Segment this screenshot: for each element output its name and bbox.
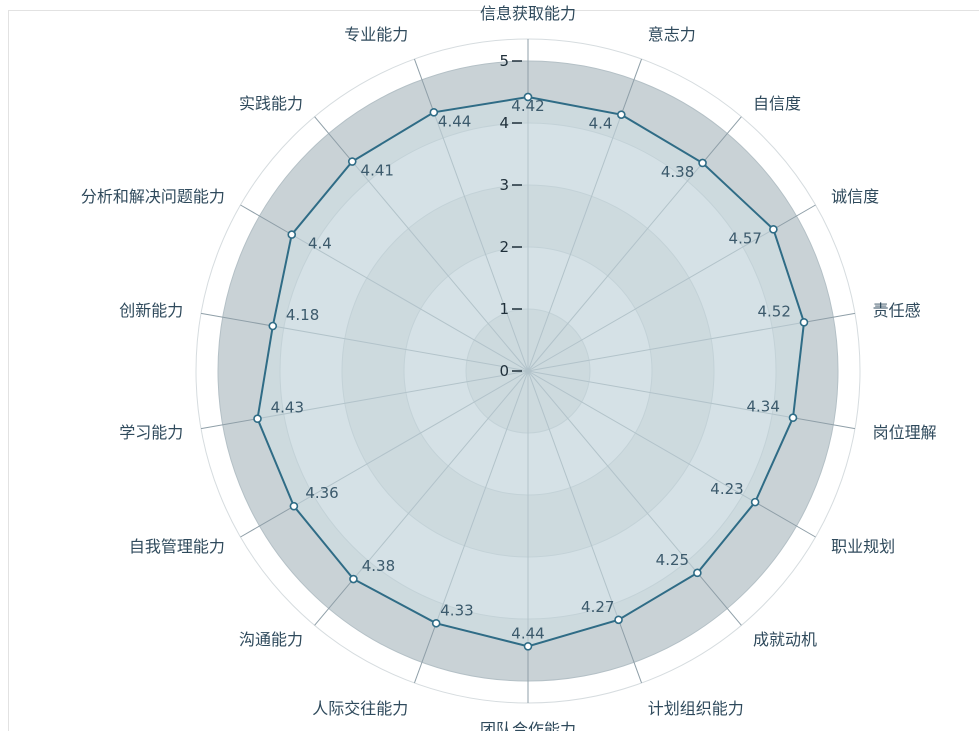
category-label-15: 分析和解决问题能力 [81, 187, 225, 206]
category-label-17: 专业能力 [344, 25, 408, 44]
category-label-1: 意志力 [648, 25, 696, 44]
category-label-2: 自信度 [753, 94, 801, 113]
value-label-2: 4.38 [661, 163, 694, 181]
data-point-9 [523, 641, 533, 651]
value-label-3: 4.57 [729, 229, 762, 247]
data-point-12 [289, 501, 299, 511]
category-label-4: 责任感 [873, 301, 921, 320]
category-label-8: 计划组织能力 [648, 699, 744, 718]
value-label-0: 4.42 [511, 97, 544, 115]
value-label-5: 4.34 [747, 398, 780, 416]
value-label-12: 4.36 [305, 484, 338, 502]
category-label-3: 诚信度 [831, 187, 879, 206]
chart-frame [8, 10, 979, 731]
data-point-15 [287, 230, 297, 239]
value-label-4: 4.52 [757, 302, 790, 320]
tick-label-3: 3 [499, 176, 509, 194]
value-label-15: 4.4 [308, 235, 332, 253]
category-label-13: 学习能力 [119, 423, 183, 442]
value-label-13: 4.43 [271, 399, 304, 417]
data-point-13 [253, 414, 262, 423]
category-label-10: 人际交往能力 [312, 699, 408, 718]
data-point-4 [799, 318, 809, 327]
data-point-1 [617, 110, 626, 119]
value-label-10: 4.33 [440, 601, 473, 619]
data-point-11 [349, 574, 358, 584]
value-label-17: 4.44 [438, 112, 471, 130]
data-point-8 [614, 615, 623, 625]
category-label-9: 团队合作能力 [480, 720, 576, 731]
tick-label-5: 5 [499, 52, 509, 70]
value-label-7: 4.25 [656, 551, 689, 569]
data-point-7 [693, 568, 702, 578]
tick-label-2: 2 [499, 238, 509, 256]
value-label-8: 4.27 [581, 598, 614, 616]
category-label-7: 成就动机 [753, 630, 817, 649]
data-point-14 [268, 321, 278, 331]
data-point-3 [769, 225, 778, 234]
category-label-11: 沟通能力 [239, 630, 303, 649]
tick-label-0: 0 [499, 362, 509, 380]
data-point-2 [698, 158, 707, 168]
data-point-5 [788, 413, 798, 423]
value-label-14: 4.18 [286, 306, 319, 324]
value-label-16: 4.41 [361, 162, 394, 180]
value-label-1: 4.4 [589, 115, 613, 133]
data-point-0 [523, 92, 533, 102]
data-point-16 [347, 157, 357, 166]
data-point-6 [750, 497, 760, 507]
value-label-9: 4.44 [511, 624, 544, 642]
category-label-12: 自我管理能力 [129, 537, 225, 556]
category-label-6: 职业规划 [831, 537, 895, 556]
value-label-11: 4.38 [362, 557, 395, 575]
category-label-0: 信息获取能力 [480, 4, 576, 23]
data-point-10 [431, 618, 441, 628]
category-label-16: 实践能力 [239, 94, 303, 113]
category-label-5: 岗位理解 [873, 423, 937, 442]
data-point-17 [429, 108, 439, 117]
tick-label-1: 1 [499, 300, 509, 318]
category-label-14: 创新能力 [119, 301, 183, 320]
value-label-6: 4.23 [710, 480, 743, 498]
tick-label-4: 4 [499, 114, 509, 132]
